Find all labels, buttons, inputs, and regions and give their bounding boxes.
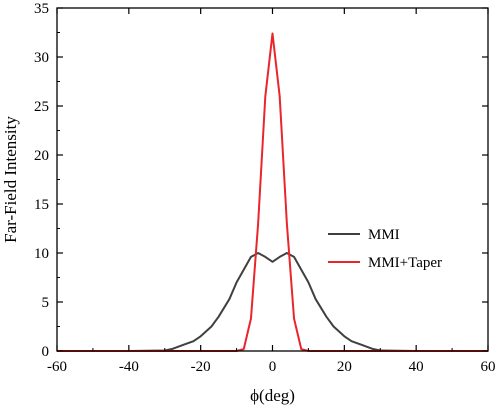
x-tick-label: 60 [481,359,496,375]
legend-label: MMI+Taper [368,255,442,271]
x-axis-label: ϕ(deg) [250,386,295,405]
series-line-mmi [57,252,488,352]
plot-frame [56,7,489,352]
x-tick-label: -20 [191,359,211,375]
y-tick-label: 20 [34,148,49,164]
y-tick-label: 10 [34,246,49,262]
y-tick-label: 0 [42,344,50,360]
legend-label: MMI [368,227,400,243]
y-tick-label: 35 [34,1,49,17]
series-layer [57,32,488,352]
x-tick-label: 40 [409,359,424,375]
y-tick-label: 15 [34,197,49,213]
y-axis-label: Far-Field Intensity [1,116,20,243]
legend: MMI MMI+Taper [328,227,442,271]
series-line-mmi-taper [57,32,488,352]
x-tick-label: -60 [47,359,67,375]
x-tick-label: 20 [337,359,352,375]
y-tick-label: 25 [34,99,49,115]
y-tick-label: 30 [34,50,49,66]
x-tick-label: 0 [269,359,277,375]
axes-layer: -60 -40 -20 0 20 40 60 0 5 10 15 20 25 30 35 [34,1,496,375]
y-tick-label: 5 [42,295,50,311]
x-tick-label: -40 [119,359,139,375]
